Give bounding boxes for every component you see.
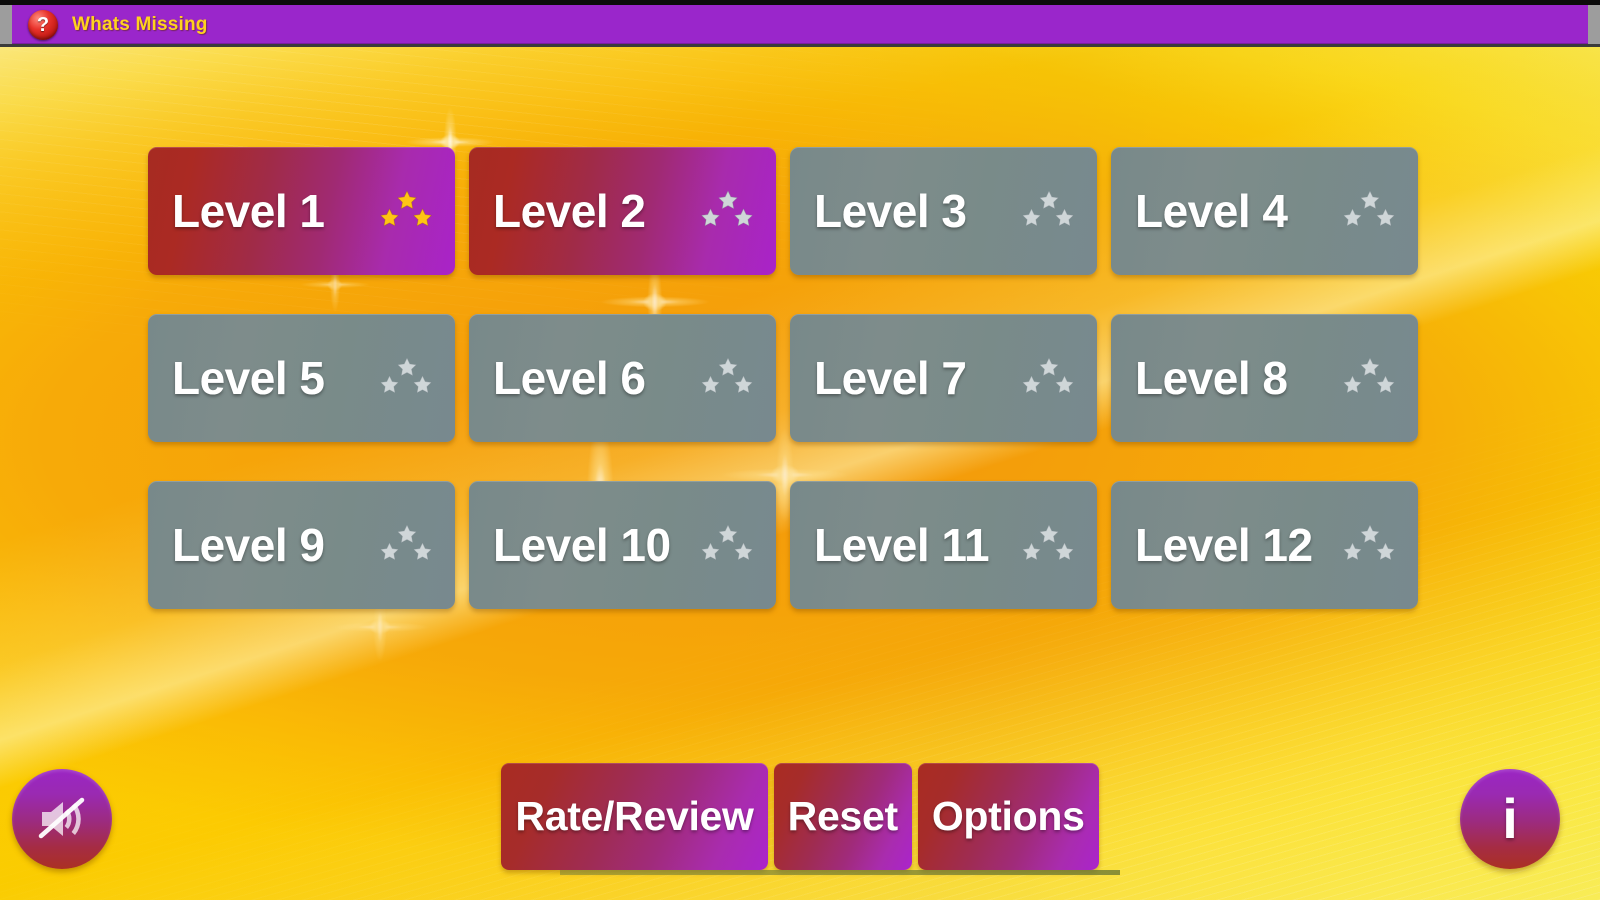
- star-icon: [1039, 190, 1059, 210]
- window-top-edge: [0, 0, 1600, 5]
- level-star-rating: [379, 523, 433, 567]
- star-icon: [1055, 208, 1074, 227]
- level-star-rating: [700, 523, 754, 567]
- star-icon: [397, 357, 417, 377]
- star-icon: [1360, 190, 1380, 210]
- level-tile-label: Level 1: [172, 185, 325, 237]
- star-icon: [1039, 524, 1059, 544]
- level-star-rating: [700, 189, 754, 233]
- level-tile-label: Level 7: [814, 352, 967, 404]
- sound-toggle-button[interactable]: [12, 769, 112, 869]
- level-tile-label: Level 3: [814, 185, 967, 237]
- star-icon: [718, 357, 738, 377]
- level-tile-2[interactable]: Level 2: [469, 147, 776, 275]
- star-icon: [1039, 357, 1059, 377]
- star-icon: [1343, 542, 1362, 561]
- level-tile-1[interactable]: Level 1: [148, 147, 455, 275]
- star-icon: [701, 208, 720, 227]
- level-tile-label: Level 8: [1135, 352, 1288, 404]
- level-tile-label: Level 4: [1135, 185, 1288, 237]
- star-icon: [397, 190, 417, 210]
- level-star-rating: [379, 356, 433, 400]
- level-star-rating: [1342, 523, 1396, 567]
- level-tile-label: Level 11: [814, 519, 990, 571]
- level-tile-label: Level 9: [172, 519, 325, 571]
- star-icon: [380, 375, 399, 394]
- star-icon: [701, 375, 720, 394]
- level-tile-4[interactable]: Level 4: [1111, 147, 1418, 275]
- info-button[interactable]: i: [1460, 769, 1560, 869]
- speaker-muted-icon: [38, 797, 85, 839]
- level-tile-label: Level 2: [493, 185, 646, 237]
- level-tile-6[interactable]: Level 6: [469, 314, 776, 442]
- star-icon: [1376, 208, 1395, 227]
- star-icon: [1376, 375, 1395, 394]
- star-icon: [1055, 375, 1074, 394]
- options-button[interactable]: Options: [917, 763, 1099, 870]
- level-star-rating: [1021, 523, 1075, 567]
- titlebar-gutter-right: [1588, 5, 1600, 45]
- question-mark-glyph: ?: [36, 14, 50, 36]
- star-icon: [1022, 375, 1041, 394]
- star-icon: [718, 190, 738, 210]
- star-icon: [413, 542, 432, 561]
- question-mark-icon[interactable]: ?: [28, 10, 58, 40]
- level-tile-9[interactable]: Level 9: [148, 481, 455, 609]
- level-grid: Level 1 Level 2 Level 3 Level 4 Level 5 Level…: [148, 147, 1420, 609]
- star-icon: [701, 542, 720, 561]
- star-icon: [1343, 375, 1362, 394]
- star-icon: [1343, 208, 1362, 227]
- star-icon: [1360, 524, 1380, 544]
- star-icon: [718, 524, 738, 544]
- level-tile-3[interactable]: Level 3: [790, 147, 1097, 275]
- titlebar-divider: [0, 44, 1600, 47]
- window-title: Whats Missing: [72, 14, 208, 35]
- level-tile-11[interactable]: Level 11: [790, 481, 1097, 609]
- level-star-rating: [1342, 189, 1396, 233]
- level-tile-label: Level 6: [493, 352, 646, 404]
- star-icon: [397, 524, 417, 544]
- level-tile-label: Level 12: [1135, 519, 1313, 571]
- level-tile-12[interactable]: Level 12: [1111, 481, 1418, 609]
- level-tile-5[interactable]: Level 5: [148, 314, 455, 442]
- level-tile-7[interactable]: Level 7: [790, 314, 1097, 442]
- level-tile-10[interactable]: Level 10: [469, 481, 776, 609]
- star-icon: [1022, 542, 1041, 561]
- star-icon: [380, 542, 399, 561]
- titlebar-gutter-left: [0, 5, 12, 45]
- star-icon: [413, 375, 432, 394]
- level-tile-label: Level 5: [172, 352, 325, 404]
- titlebar: ? Whats Missing: [12, 5, 1588, 45]
- level-tile-label: Level 10: [493, 519, 671, 571]
- star-icon: [413, 208, 432, 227]
- bottom-menu-bar: Rate/Review Reset Options: [0, 763, 1600, 873]
- game-stage: Level 1 Level 2 Level 3 Level 4 Level 5 Level…: [0, 47, 1600, 900]
- star-icon: [1376, 542, 1395, 561]
- info-icon: i: [1502, 787, 1518, 850]
- level-tile-8[interactable]: Level 8: [1111, 314, 1418, 442]
- rate-review-button[interactable]: Rate/Review: [501, 763, 768, 870]
- star-icon: [380, 208, 399, 227]
- star-icon: [1022, 208, 1041, 227]
- star-icon: [734, 542, 753, 561]
- star-icon: [1055, 542, 1074, 561]
- reset-button[interactable]: Reset: [773, 763, 912, 870]
- level-star-rating: [379, 189, 433, 233]
- level-star-rating: [1021, 356, 1075, 400]
- level-star-rating: [700, 356, 754, 400]
- star-icon: [1360, 357, 1380, 377]
- level-star-rating: [1021, 189, 1075, 233]
- star-icon: [734, 208, 753, 227]
- bottom-menu-underline: [560, 870, 1120, 875]
- level-star-rating: [1342, 356, 1396, 400]
- star-icon: [734, 375, 753, 394]
